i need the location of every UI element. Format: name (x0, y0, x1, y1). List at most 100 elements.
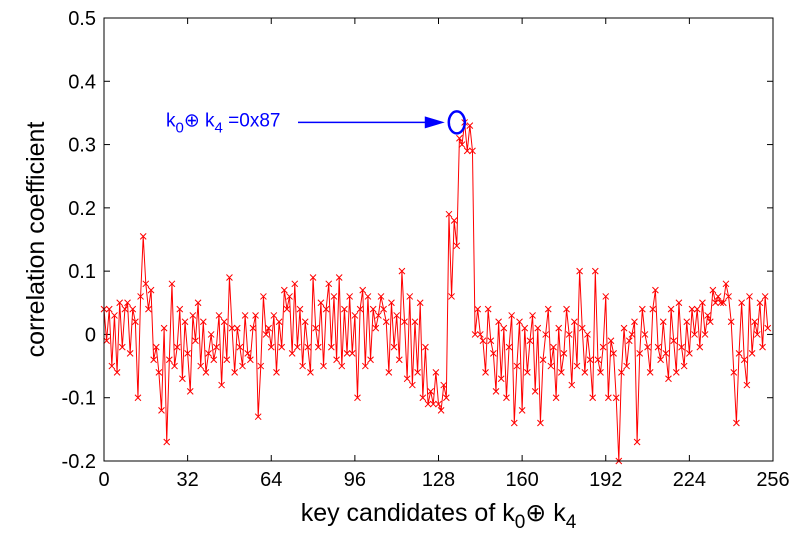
data-point (409, 381, 416, 389)
data-point (652, 286, 659, 294)
data-point (719, 299, 727, 307)
data-point (108, 362, 116, 370)
series-line (103, 122, 769, 462)
data-point (691, 331, 698, 338)
data-point (667, 305, 675, 313)
data-point (448, 293, 455, 300)
data-point (202, 369, 210, 376)
y-tick-label: 0.3 (68, 135, 96, 157)
data-point (699, 299, 706, 307)
data-point (753, 331, 761, 338)
data-point (662, 350, 670, 357)
data-point (406, 293, 414, 300)
data-point (665, 375, 672, 383)
data-point (547, 362, 555, 370)
data-point (239, 362, 246, 370)
data-point (657, 356, 664, 364)
data-point (165, 356, 173, 364)
data-point (427, 388, 435, 395)
y-tick-label: 0.1 (68, 261, 96, 283)
data-point (385, 369, 393, 376)
data-point (696, 343, 704, 351)
data-point (735, 350, 743, 357)
series-layer (100, 119, 772, 465)
data-point (361, 362, 369, 370)
data-point (419, 394, 427, 402)
data-point (176, 305, 184, 313)
data-point (333, 356, 340, 364)
data-point (597, 369, 604, 376)
data-point (213, 343, 220, 351)
data-point (330, 293, 338, 300)
data-point (492, 388, 500, 395)
data-point (646, 369, 654, 376)
data-point (552, 394, 560, 402)
data-point (610, 350, 617, 357)
data-point (121, 305, 129, 313)
data-point (270, 312, 278, 319)
data-point (226, 274, 233, 281)
data-point (453, 242, 461, 250)
data-point (173, 343, 181, 351)
data-point (429, 400, 437, 408)
x-tick-label: 256 (756, 469, 789, 491)
data-point (730, 369, 738, 376)
data-point (516, 318, 523, 326)
data-point (539, 356, 547, 364)
data-point (542, 331, 549, 338)
data-point (380, 305, 387, 313)
data-point (341, 305, 348, 313)
data-point (129, 305, 137, 313)
data-point (484, 305, 492, 313)
data-point (686, 350, 693, 357)
data-point (163, 438, 171, 446)
data-point (712, 299, 719, 307)
data-point (416, 299, 424, 307)
data-point (252, 312, 259, 319)
data-point (490, 350, 497, 357)
x-tick-label: 64 (260, 469, 282, 491)
annotation-arrow-head (424, 116, 445, 129)
data-point (223, 356, 231, 364)
data-point (375, 312, 382, 319)
data-point (338, 362, 346, 370)
data-point (466, 122, 474, 129)
data-point (249, 324, 257, 332)
data-point (351, 312, 359, 319)
data-point (654, 343, 662, 351)
data-point (288, 350, 296, 357)
data-point (573, 362, 581, 370)
data-point (497, 375, 505, 383)
data-point (280, 286, 288, 294)
data-point (304, 343, 312, 351)
data-point (523, 369, 531, 376)
x-tick-label: 128 (422, 469, 455, 491)
data-point (471, 331, 479, 338)
data-point (228, 324, 236, 332)
data-point (557, 369, 565, 376)
ticks-layer: 0 32 64 96 128 160 192 224 256 -0.2 -0.1 0 0.1 0.2 0.3… (62, 8, 790, 491)
data-point (458, 141, 466, 148)
x-tick-label: 224 (673, 469, 706, 491)
data-point (111, 312, 118, 319)
data-point (463, 147, 471, 155)
data-point (382, 318, 390, 326)
data-point (482, 369, 489, 376)
data-point (701, 331, 709, 338)
data-point (395, 356, 403, 364)
data-point (152, 343, 160, 351)
data-point (346, 293, 354, 300)
annotation-label: k0⊕ k4 =0x87 (166, 110, 280, 136)
data-point (244, 350, 252, 357)
data-point (236, 343, 244, 351)
data-point (740, 356, 748, 364)
data-point (103, 337, 110, 345)
data-point (644, 343, 651, 351)
data-point (743, 381, 751, 389)
data-point (262, 331, 270, 338)
data-point (260, 293, 267, 300)
data-point (372, 324, 380, 332)
data-point (534, 324, 542, 332)
data-point (322, 305, 330, 313)
data-point (544, 305, 552, 313)
